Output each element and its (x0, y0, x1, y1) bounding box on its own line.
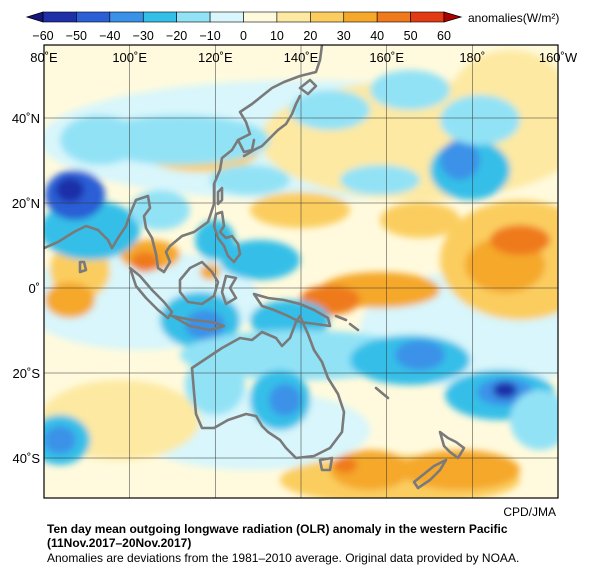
anomaly-field (44, 50, 558, 498)
colorbar-box (410, 11, 445, 23)
latitude-label: 20˚S (13, 366, 41, 381)
colorbar-box (276, 11, 311, 23)
anomaly-patch (56, 178, 84, 202)
axis-labels: 80˚E 100˚E 120˚E 140˚E 160˚E 180˚ 160˚W 40˚N 20˚… (12, 50, 578, 466)
longitude-label: 120˚E (198, 50, 233, 65)
coastlines (44, 45, 466, 490)
anomaly-patch (340, 165, 420, 195)
latitude-label: 40˚S (13, 451, 41, 466)
colorbar-tick-label: 60 (437, 29, 451, 43)
coast-borneo (178, 260, 220, 306)
anomaly-patch (60, 115, 140, 165)
colorbar: −60 −50 −40 −30 −20 −10 0 10 20 30 40 50 60 anomalie… (25, 11, 559, 43)
figure-period: (11Nov.2017–20Nov.2017) (47, 536, 192, 550)
coast-taiwan (216, 186, 224, 206)
latitude-label: 0˚ (28, 281, 40, 296)
colorbar-tick-label: −60 (32, 29, 53, 43)
colorbar-left-arrow (25, 11, 44, 23)
anomaly-patch (90, 115, 270, 165)
colorbar-right-arrow (443, 11, 463, 23)
coast-sri-lanka (78, 260, 88, 274)
colorbar-box (343, 11, 378, 23)
colorbar-boxes (42, 11, 445, 23)
colorbar-tick-label: −50 (66, 29, 87, 43)
coast-philippines (212, 210, 242, 264)
anomaly-patch (45, 282, 95, 318)
figure-title: Ten day mean outgoing longwave radiation… (47, 522, 508, 536)
coast-new-zealand-north (438, 430, 466, 460)
longitude-label: 100˚E (112, 50, 147, 65)
longitude-label: 160˚E (369, 50, 404, 65)
anomaly-patch (440, 95, 520, 145)
colorbar-box (142, 11, 177, 23)
colorbar-tick-label: 20 (303, 29, 317, 43)
anomaly-patch (185, 355, 245, 415)
coast-java (170, 314, 226, 332)
anomaly-patch (490, 225, 550, 255)
longitude-label: 160˚W (539, 50, 578, 65)
longitude-label: 140˚E (284, 50, 319, 65)
coast-australia (190, 314, 346, 460)
colorbar-tick-label: 40 (370, 29, 384, 43)
coast-japan (242, 94, 302, 158)
colorbar-box (76, 11, 111, 23)
colorbar-tick-label: −40 (99, 29, 120, 43)
figure-note: Anomalies are deviations from the 1981–2… (47, 551, 520, 565)
anomaly-patch (493, 382, 517, 398)
anomaly-patch (210, 165, 290, 195)
coast-sulawesi (220, 274, 238, 306)
colorbar-tick-label: −20 (166, 29, 187, 43)
colorbar-box (109, 11, 144, 23)
olr-map: 80˚E 100˚E 120˚E 140˚E 160˚E 180˚ 160˚W 40˚N 20˚… (12, 44, 578, 519)
anomaly-patch (510, 390, 558, 450)
map-gridlines (44, 45, 558, 498)
anomaly-patch (130, 190, 190, 230)
colorbar-tick-label: −10 (199, 29, 220, 43)
longitude-label: 180˚ (459, 50, 485, 65)
anomaly-patch (200, 264, 220, 280)
anomaly-patch (250, 192, 350, 228)
anomaly-patch (44, 426, 76, 454)
colorbar-tick-labels: −60 −50 −40 −30 −20 −10 0 10 20 30 40 50 60 (32, 29, 451, 43)
colorbar-box (176, 11, 211, 23)
colorbar-box (243, 11, 278, 23)
colorbar-label: anomalies(W/m²) (468, 11, 559, 25)
coast-sumatra (128, 266, 174, 320)
colorbar-tick-label: 0 (240, 29, 247, 43)
map-frame (43, 44, 559, 499)
colorbar-tick-label: 10 (270, 29, 284, 43)
colorbar-box (42, 11, 77, 23)
anomaly-patch (333, 457, 357, 473)
colorbar-tick-label: 30 (337, 29, 351, 43)
latitude-label: 40˚N (12, 111, 40, 126)
credit-label: CPD/JMA (503, 505, 556, 519)
coast-solomons (334, 314, 360, 332)
anomaly-patch (131, 252, 159, 272)
anomaly-patch (440, 140, 480, 180)
anomaly-patch (370, 70, 450, 110)
coast-asia (44, 45, 324, 274)
anomaly-patch (395, 340, 445, 370)
coast-new-guinea (252, 292, 332, 328)
anomaly-patch (380, 202, 460, 238)
colorbar-box (310, 11, 345, 23)
latitude-label: 20˚N (12, 196, 40, 211)
coast-tasmania (318, 456, 334, 472)
colorbar-tick-label: 50 (404, 29, 418, 43)
coast-new-zealand-south (412, 458, 448, 490)
anomaly-patch (269, 384, 301, 416)
anomaly-patch (185, 310, 225, 340)
coast-new-caledonia (374, 386, 390, 400)
colorbar-box (376, 11, 411, 23)
coast-hokkaido (298, 78, 318, 96)
coast-korea (236, 138, 256, 154)
anomaly-patch (290, 90, 370, 130)
longitude-label: 80˚E (30, 50, 58, 65)
colorbar-tick-label: −30 (133, 29, 154, 43)
colorbar-box (209, 11, 244, 23)
